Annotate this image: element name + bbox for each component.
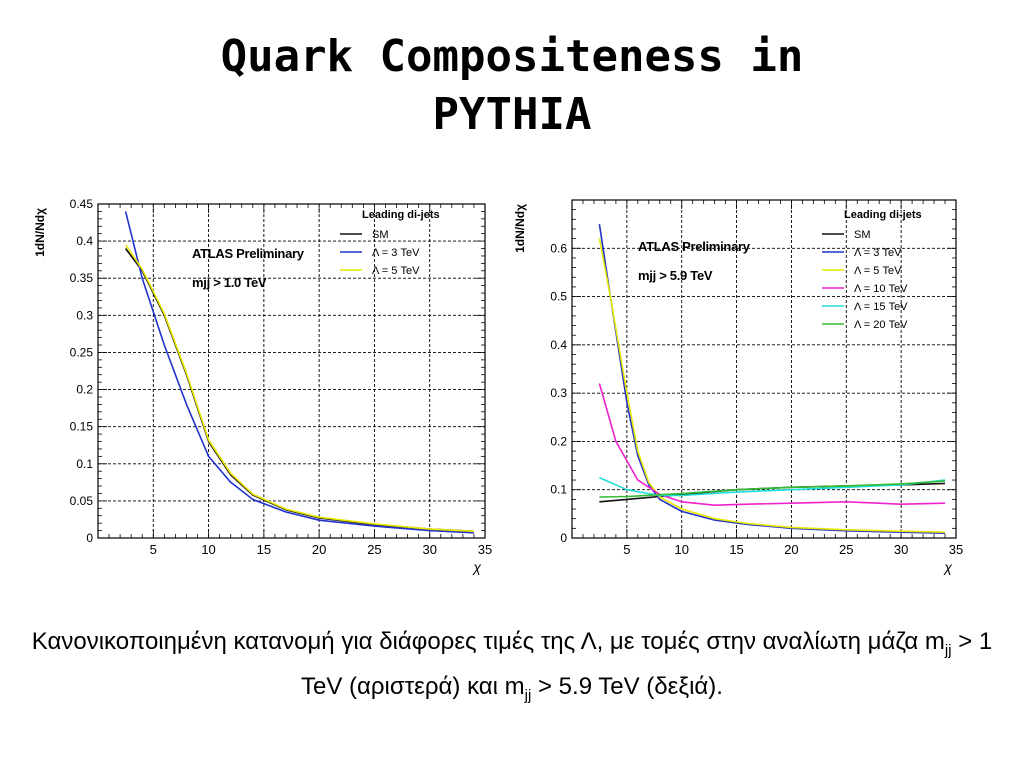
chart-1-plot-frame — [571, 199, 957, 539]
right-chart: 5 10 15 20 25 30 35 0 0.1 0.2 0.3 0.4 0.5 0.6 χ 1dN/Ndχ… — [513, 199, 963, 575]
chart-0-legend-entry: SM — [372, 229, 389, 241]
chart-1-y-tick-label: 0.2 — [550, 434, 567, 448]
chart-0-y-tick-label: 0.35 — [70, 271, 94, 285]
caption-text-2: > 1 TeV (αριστερά) και m — [301, 628, 993, 700]
chart-1-series-line-1 — [598, 223, 946, 534]
chart-1-series-line-5 — [599, 480, 946, 498]
chart-0-legend-entry: Λ = 3 TeV — [372, 247, 420, 259]
chart-0-x-axis-label: χ — [471, 559, 481, 575]
chart-1-y-tick-label: 0.5 — [550, 290, 567, 304]
chart-1-annotation-experiment: ATLAS Preliminary — [638, 239, 751, 254]
chart-0-y-tick-label: 0.25 — [70, 345, 94, 359]
chart-1-x-tick-label: 30 — [894, 542, 908, 557]
chart-1-x-tick-label: 35 — [949, 542, 963, 557]
chart-1-x-tick-label: 15 — [729, 542, 743, 557]
chart-1-legend-entry: Λ = 5 TeV — [854, 265, 902, 277]
slide-title-line-2: PYTHIA — [432, 89, 592, 140]
chart-0-annotation-experiment: ATLAS Preliminary — [192, 246, 305, 261]
chart-0-y-axis-label: 1dN/Ndχ — [33, 208, 47, 257]
chart-0-x-tick-label: 15 — [257, 542, 271, 557]
chart-0-y-tick-label: 0.2 — [76, 383, 93, 397]
chart-0-annotation-cut: mjj > 1.0 TeV — [192, 275, 267, 290]
chart-0-legend-title: Leading di-jets — [362, 209, 440, 221]
chart-1-legend-entry: Λ = 3 TeV — [854, 247, 902, 259]
left-chart: 5 10 15 20 25 30 35 0 0.05 0.1 0.15 0.2 0.25 0.3 0.35 0… — [33, 197, 492, 575]
slide-caption: Κανονικοποιημένη κατανομή για διάφορες τ… — [20, 624, 1004, 714]
chart-1-y-tick-label: 0.3 — [550, 386, 567, 400]
slide-title-line-1: Quark Compositeness in — [220, 31, 804, 82]
chart-1-y-tick-label: 0.6 — [550, 241, 567, 255]
chart-0-series-line-1 — [124, 211, 474, 534]
caption-sub-1: jj — [944, 641, 952, 659]
chart-0-y-tick-label: 0.15 — [70, 420, 94, 434]
chart-1-legend-title: Leading di-jets — [844, 209, 922, 221]
caption-sub-2: jj — [524, 686, 532, 704]
chart-0-x-tick-label: 30 — [422, 542, 436, 557]
chart-0-y-tick-label: 0.05 — [70, 494, 94, 508]
chart-0-x-tick-label: 5 — [150, 542, 157, 557]
chart-1-y-tick-label: 0 — [560, 531, 567, 545]
chart-1-legend-entry: Λ = 10 TeV — [854, 283, 908, 295]
chart-1-x-tick-label: 10 — [674, 542, 688, 557]
chart-0-series-line-2 — [124, 244, 474, 533]
chart-0-y-tick-label: 0.1 — [76, 457, 93, 471]
chart-1-x-axis-label: χ — [942, 559, 952, 575]
chart-0-x-tick-label: 10 — [201, 542, 215, 557]
chart-0-x-tick-label: 35 — [478, 542, 492, 557]
chart-0-x-tick-label: 20 — [312, 542, 326, 557]
chart-0-y-tick-label: 0 — [86, 531, 93, 545]
chart-0-y-tick-label: 0.4 — [76, 234, 93, 248]
caption-text-3: > 5.9 TeV (δεξιά). — [531, 672, 723, 700]
chart-1-y-tick-label: 0.1 — [550, 483, 567, 497]
chart-1-series-line-3 — [598, 383, 946, 506]
chart-1-x-tick-label: 25 — [839, 542, 853, 557]
chart-1-x-tick-label: 20 — [784, 542, 798, 557]
chart-1-legend-entry: Λ = 15 TeV — [854, 301, 908, 313]
chart-0-plot-frame — [97, 203, 486, 539]
chart-1-x-tick-label: 5 — [623, 542, 630, 557]
chart-1-legend-entry: SM — [854, 229, 871, 241]
chart-0-y-tick-label: 0.3 — [76, 308, 93, 322]
chart-1-legend-entry: Λ = 20 TeV — [854, 319, 908, 331]
chart-1-annotation-cut: mjj > 5.9 TeV — [638, 268, 713, 283]
chart-1-series-line-2 — [598, 238, 946, 533]
chart-1-y-tick-label: 0.4 — [550, 338, 567, 352]
chart-0-y-tick-label: 0.45 — [70, 197, 94, 211]
chart-1-y-axis-label: 1dN/Ndχ — [513, 204, 527, 253]
caption-text-1: Κανονικοποιημένη κατανομή για διάφορες τ… — [31, 628, 945, 655]
slide-title: Quark Compositeness in PYTHIA — [0, 28, 1024, 144]
chart-1-series-line-4 — [599, 476, 946, 497]
chart-0-legend-entry: Λ = 5 TeV — [372, 265, 420, 277]
chart-0-x-tick-label: 25 — [367, 542, 381, 557]
